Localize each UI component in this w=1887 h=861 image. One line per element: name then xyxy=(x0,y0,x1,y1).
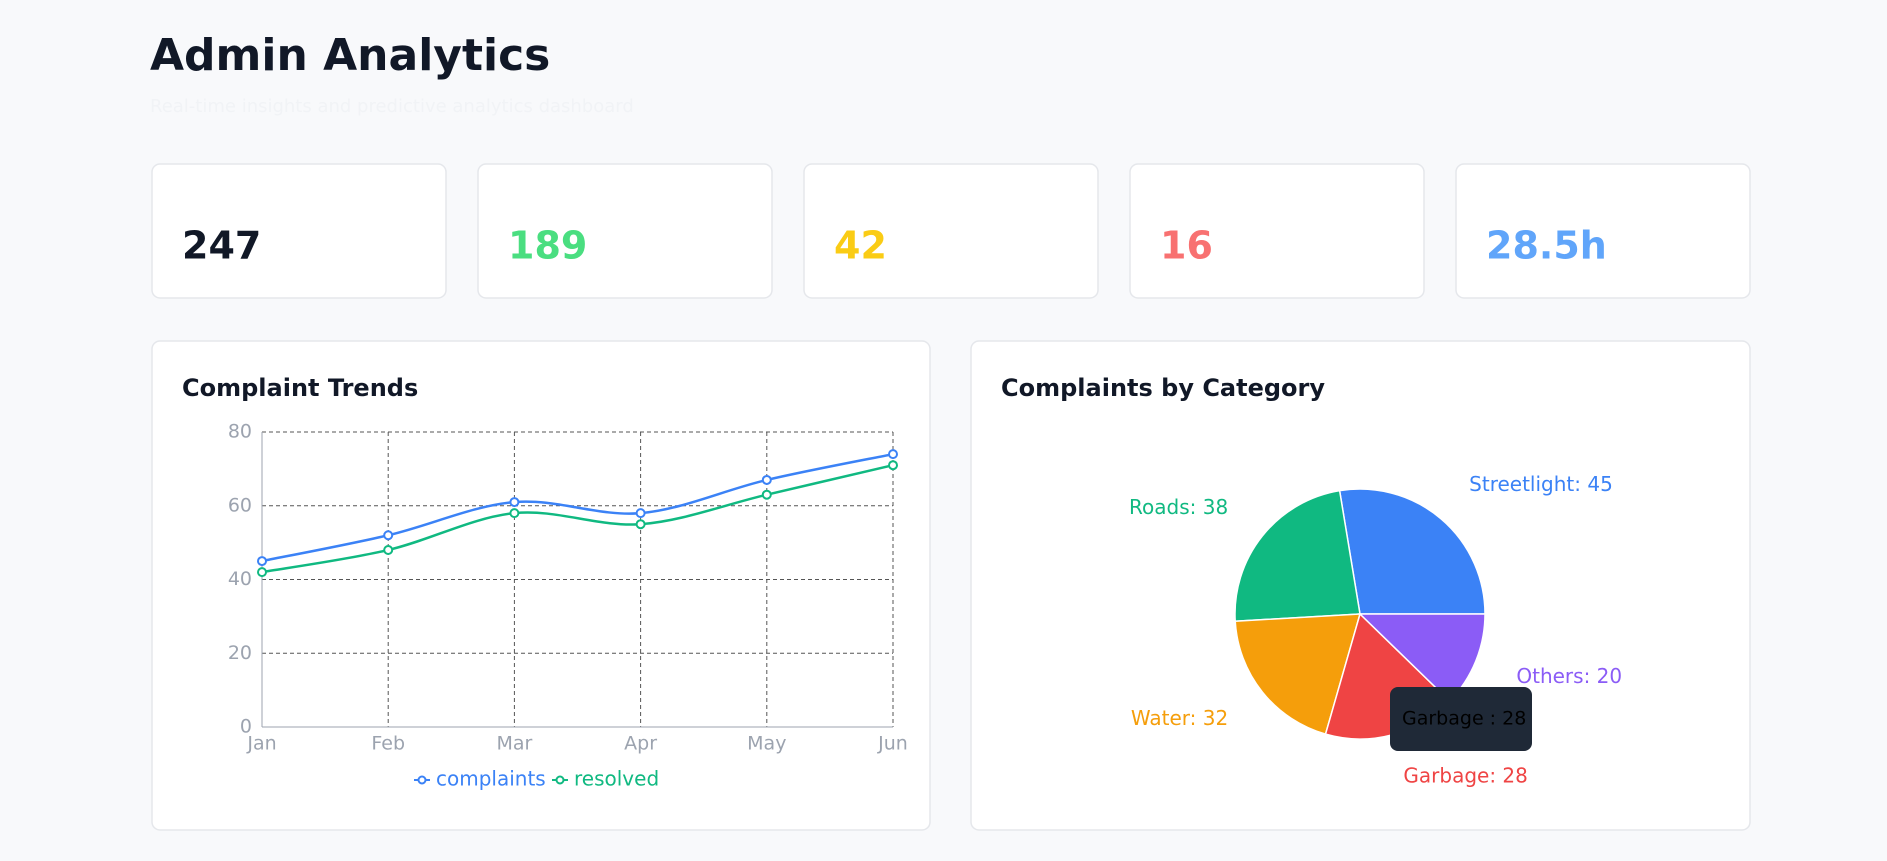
y-tick-label: 80 xyxy=(228,421,252,443)
x-tick-label: Jun xyxy=(877,733,908,755)
card xyxy=(1455,163,1751,299)
page-title: Admin Analytics xyxy=(150,30,550,81)
x-tick-label: Jan xyxy=(246,733,276,755)
stat-value: 28.5h xyxy=(1486,224,1607,268)
tooltip xyxy=(1390,687,1532,751)
stat-value: 16 xyxy=(1160,224,1213,268)
point xyxy=(888,460,898,471)
card xyxy=(1129,163,1425,299)
point xyxy=(509,508,520,519)
chart-title: Complaints by Category xyxy=(1001,374,1325,402)
x-tick-label: May xyxy=(747,733,786,755)
stat-value: 42 xyxy=(834,224,887,268)
x-tick-label: Feb xyxy=(371,733,405,755)
card xyxy=(477,163,773,299)
point xyxy=(761,489,772,500)
legend-label: resolved xyxy=(574,767,659,791)
card xyxy=(151,163,447,299)
pie-label: Garbage: 28 xyxy=(1403,764,1527,788)
chart-title: Complaint Trends xyxy=(182,374,418,402)
point xyxy=(635,519,646,530)
tooltip-text: Garbage : 28 xyxy=(1402,708,1526,730)
pie-label: Water: 32 xyxy=(1131,706,1228,730)
legend-swatch xyxy=(417,775,427,785)
y-tick-label: 0 xyxy=(240,716,252,738)
line-series xyxy=(261,463,894,574)
line-series xyxy=(261,452,894,563)
legend-label: complaints xyxy=(436,767,546,791)
point xyxy=(761,474,772,485)
y-tick-label: 60 xyxy=(228,494,252,516)
x-tick-label: Apr xyxy=(624,733,657,755)
x-tick-label: Mar xyxy=(496,733,532,755)
legend-swatch xyxy=(555,775,565,785)
pie-label: Others: 20 xyxy=(1516,664,1622,688)
y-tick-label: 20 xyxy=(228,642,252,664)
point xyxy=(383,545,394,555)
card xyxy=(151,340,931,831)
point xyxy=(635,508,646,519)
pie-label: Streetlight: 45 xyxy=(1469,472,1613,496)
page-subtitle: Real-time insights and predictive analyt… xyxy=(150,96,634,117)
pie-slice xyxy=(1234,489,1361,623)
pie-slice xyxy=(1234,613,1362,736)
y-tick-label: 40 xyxy=(228,568,252,590)
pie-label: Roads: 38 xyxy=(1129,495,1228,519)
stat-value: 189 xyxy=(508,224,587,268)
card xyxy=(803,163,1099,299)
point xyxy=(257,567,267,578)
point xyxy=(888,449,898,460)
point xyxy=(257,556,267,567)
pie-slice xyxy=(1338,488,1486,615)
stat-value: 247 xyxy=(182,224,261,268)
point xyxy=(509,497,520,508)
point xyxy=(383,530,394,541)
